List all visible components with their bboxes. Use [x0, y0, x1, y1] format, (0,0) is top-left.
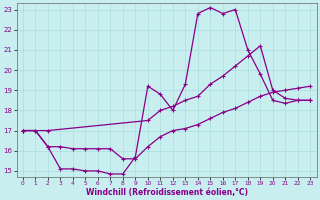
X-axis label: Windchill (Refroidissement éolien,°C): Windchill (Refroidissement éolien,°C)	[85, 188, 248, 197]
